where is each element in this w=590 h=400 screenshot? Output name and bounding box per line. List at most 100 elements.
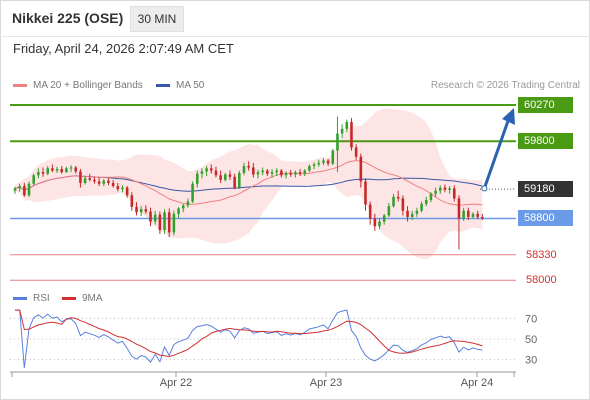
candle-body xyxy=(60,169,64,173)
x-axis-label: Apr 24 xyxy=(461,377,493,389)
legend-ma50-label: MA 50 xyxy=(176,80,205,91)
candle-body xyxy=(308,165,311,171)
candle-body xyxy=(158,214,162,231)
candle-body xyxy=(415,210,419,214)
candle-body xyxy=(424,199,428,204)
candle-body xyxy=(32,175,35,184)
candle-body xyxy=(172,213,176,233)
candle-body xyxy=(396,196,400,199)
candle-body xyxy=(41,172,45,174)
candle-body xyxy=(219,175,222,180)
candle-body xyxy=(298,172,302,174)
candle-body xyxy=(443,187,447,190)
instrument-title: Nikkei 225 (OSE) xyxy=(12,10,124,26)
x-axis-label: Apr 23 xyxy=(310,377,342,389)
level-tag-59180: 59180 xyxy=(518,181,573,198)
rsi-tick-label: 30 xyxy=(525,355,537,367)
candle-body xyxy=(46,168,49,174)
candle-body xyxy=(336,133,339,151)
candle-body xyxy=(247,165,250,168)
candle-body xyxy=(261,170,264,173)
candle-body xyxy=(65,168,68,173)
candle-body xyxy=(359,156,363,182)
candle-body xyxy=(181,205,185,209)
bollinger-band xyxy=(15,108,483,260)
candle-body xyxy=(130,195,134,207)
candle-body xyxy=(167,212,171,233)
candle-body xyxy=(209,168,213,171)
ma50-swatch xyxy=(156,83,170,87)
candle-body xyxy=(434,190,437,194)
candle-body xyxy=(280,170,283,176)
candle-body xyxy=(153,214,157,222)
candle-body xyxy=(382,215,386,222)
level-tag-60270: 60270 xyxy=(518,96,573,113)
projection-arrow-shaft xyxy=(482,120,510,189)
candle-body xyxy=(392,196,395,207)
candle-body xyxy=(205,168,208,172)
candle-body xyxy=(462,210,465,219)
candle-body xyxy=(354,147,358,157)
rsi-ma-line xyxy=(15,309,483,358)
candle-body xyxy=(125,187,129,196)
rsi-line xyxy=(15,309,483,368)
rsi-ma-swatch xyxy=(62,296,76,300)
candle-body xyxy=(438,187,442,191)
candle-body xyxy=(373,218,377,227)
candle-body xyxy=(448,188,451,190)
candle-body xyxy=(228,174,232,177)
legend-rsi: RSI xyxy=(13,293,50,304)
candle-body xyxy=(406,210,409,217)
candle-body xyxy=(387,206,391,216)
candle-body xyxy=(121,187,124,190)
rsi-tick-label: 50 xyxy=(525,334,537,346)
x-axis-label: Apr 22 xyxy=(160,377,192,389)
candle-body xyxy=(163,212,166,231)
legend-ma50: MA 50 xyxy=(156,80,204,91)
timeframe-button[interactable]: 30 MIN xyxy=(130,6,184,32)
projection-start-dot xyxy=(481,185,488,192)
level-tag-59800: 59800 xyxy=(518,133,573,150)
candle-body xyxy=(312,164,316,166)
candle-body xyxy=(401,198,405,211)
ma20-line xyxy=(14,160,483,206)
level-tag-58000: 58000 xyxy=(526,274,557,287)
level-tag-58800: 58800 xyxy=(518,210,573,227)
candle-body xyxy=(471,213,475,217)
candle-body xyxy=(350,121,353,148)
legend-rsi-ma: 9MA xyxy=(62,293,103,304)
candle-body xyxy=(410,213,414,217)
candle-body xyxy=(13,188,17,191)
timestamp: Friday, April 24, 2026 2:07:49 AM CET xyxy=(13,41,234,56)
candle-body xyxy=(289,172,293,175)
candle-body xyxy=(149,211,152,222)
candle-body xyxy=(97,181,101,184)
candle-body xyxy=(23,186,26,196)
ma20-swatch xyxy=(13,83,27,87)
candle-body xyxy=(481,216,484,219)
candle-body xyxy=(256,172,260,175)
candle-body xyxy=(457,198,461,219)
candle-body xyxy=(420,203,423,211)
level-tag-58330: 58330 xyxy=(526,248,557,261)
candle-body xyxy=(453,188,456,199)
candle-body xyxy=(214,170,218,176)
candle-body xyxy=(144,209,148,212)
candle-body xyxy=(186,201,190,206)
header-divider xyxy=(0,36,590,37)
candle-body xyxy=(55,169,59,171)
candle-body xyxy=(116,186,120,190)
candle-body xyxy=(111,182,115,187)
candle-body xyxy=(270,172,274,174)
candle-body xyxy=(326,160,330,164)
candle-body xyxy=(266,170,269,174)
candle-body xyxy=(303,170,307,174)
candle-body xyxy=(322,160,325,163)
candle-body xyxy=(345,121,349,129)
candle-body xyxy=(294,172,297,175)
candle-body xyxy=(331,150,335,164)
projection-arrow-head xyxy=(502,107,515,125)
candle-body xyxy=(233,176,236,188)
candle-body xyxy=(74,167,78,172)
